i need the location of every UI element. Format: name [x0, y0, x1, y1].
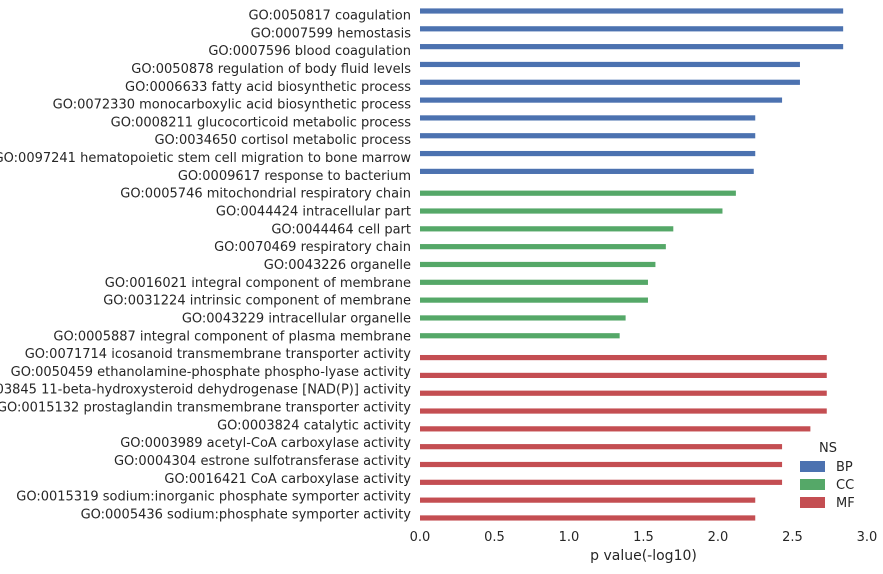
legend: NS BP CC MF: [800, 441, 855, 511]
y-tick-label: GO:0016421 CoA carboxylase activity: [164, 472, 411, 487]
y-tick-label: GO:0007596 blood coagulation: [208, 44, 411, 59]
bar-cc: [420, 244, 666, 250]
bar-cc: [420, 226, 674, 232]
y-tick-label: GO:0034650 cortisol metabolic process: [154, 133, 411, 148]
bar-mf: [420, 354, 827, 361]
bar-bp: [420, 26, 844, 32]
x-tick-label: 1.0: [559, 530, 580, 545]
legend-swatch-mf: [800, 497, 825, 508]
y-tick-label: GO:0043226 organelle: [264, 258, 411, 273]
bars-layer: [420, 8, 844, 521]
bar-bp: [420, 61, 800, 68]
bar-cc: [420, 261, 656, 268]
bar-bp: [420, 168, 754, 174]
bar-cc: [420, 190, 736, 196]
y-tick-label: GO:0050817 coagulation: [248, 9, 411, 24]
y-tick-label: GO:0003989 acetyl-CoA carboxylase activi…: [120, 436, 411, 451]
y-tick-label: GO:0043229 intracellular organelle: [182, 311, 411, 326]
y-tick-label: GO:0006633 fatty acid biosynthetic proce…: [125, 80, 411, 95]
bar-mf: [420, 479, 783, 485]
y-tick-label: GO:0015132 prostaglandin transmembrane t…: [0, 401, 411, 416]
bar-bp: [420, 133, 756, 139]
legend-swatch-cc: [800, 479, 825, 490]
y-tick-label: GO:0003824 catalytic activity: [217, 418, 411, 433]
y-tick-label: GO:0009617 response to bacterium: [178, 169, 411, 184]
bar-bp: [420, 115, 756, 121]
x-tick-label: 2.5: [782, 530, 803, 545]
bar-cc: [420, 279, 648, 285]
x-tick-label: 3.0: [857, 530, 878, 545]
legend-label-cc: CC: [836, 478, 854, 493]
y-tick-label: GO:0005746 mitochondrial respiratory cha…: [120, 187, 411, 202]
y-tick-label: GO:0008211 glucocorticoid metabolic proc…: [111, 115, 412, 130]
bar-bp: [420, 44, 844, 50]
x-axis-label: p value(-log10): [590, 548, 697, 564]
bar-mf: [420, 497, 756, 503]
y-tick-label: GO:0007599 hemostasis: [251, 26, 412, 41]
y-tick-label: GO:0005887 integral component of plasma …: [53, 329, 411, 344]
legend-label-mf: MF: [836, 496, 855, 511]
legend-swatch-bp: [800, 461, 825, 472]
bar-bp: [420, 97, 783, 103]
x-tick-label: 0.0: [410, 530, 431, 545]
bar-cc: [420, 333, 620, 339]
bar-mf: [420, 408, 827, 414]
bar-cc: [420, 315, 626, 321]
y-tick-label: GO:0005436 sodium:phosphate symporter ac…: [81, 507, 412, 522]
x-tick-label: 1.5: [633, 530, 654, 545]
bar-mf: [420, 515, 756, 521]
bar-cc: [420, 297, 648, 303]
y-tick-label: GO:0031224 intrinsic component of membra…: [103, 294, 411, 309]
bar-mf: [420, 372, 827, 378]
bar-mf: [420, 390, 827, 396]
y-tick-label: GO:0070469 respiratory chain: [214, 240, 411, 255]
y-tick-label: GO:0003845 11-beta-hydroxysteroid dehydr…: [0, 383, 411, 398]
y-tick-label: GO:0050459 ethanolamine-phosphate phosph…: [11, 365, 412, 380]
y-tick-label: GO:0072330 monocarboxylic acid biosynthe…: [53, 98, 412, 113]
x-tick-label: 0.5: [484, 530, 505, 545]
y-tick-labels: GO:0050817 coagulation GO:0007599 hemosta…: [0, 9, 411, 523]
y-tick-label: GO:0016021 integral component of membran…: [105, 276, 411, 291]
x-tick-labels: 0.0 0.5 1.0 1.5 2.0 2.5 3.0: [410, 530, 878, 545]
legend-label-bp: BP: [836, 460, 853, 475]
bar-mf: [420, 426, 811, 432]
x-tick-label: 2.0: [708, 530, 729, 545]
legend-title: NS: [819, 441, 837, 456]
bar-bp: [420, 150, 756, 157]
y-tick-label: GO:0015319 sodium:inorganic phosphate sy…: [16, 490, 411, 505]
bar-cc: [420, 208, 723, 214]
bar-bp: [420, 8, 844, 14]
y-tick-label: GO:0044464 cell part: [271, 222, 411, 237]
y-tick-label: GO:0097241 hematopoietic stem cell migra…: [0, 151, 411, 166]
y-tick-label: GO:0044424 intracellular part: [216, 205, 411, 220]
y-tick-label: GO:0050878 regulation of body fluid leve…: [131, 62, 411, 77]
bar-mf: [420, 461, 783, 468]
bar-bp: [420, 79, 800, 85]
bar-mf: [420, 444, 783, 450]
y-tick-label: GO:0071714 icosanoid transmembrane trans…: [25, 347, 412, 362]
y-tick-label: GO:0004304 estrone sulfotransferase acti…: [114, 454, 411, 469]
